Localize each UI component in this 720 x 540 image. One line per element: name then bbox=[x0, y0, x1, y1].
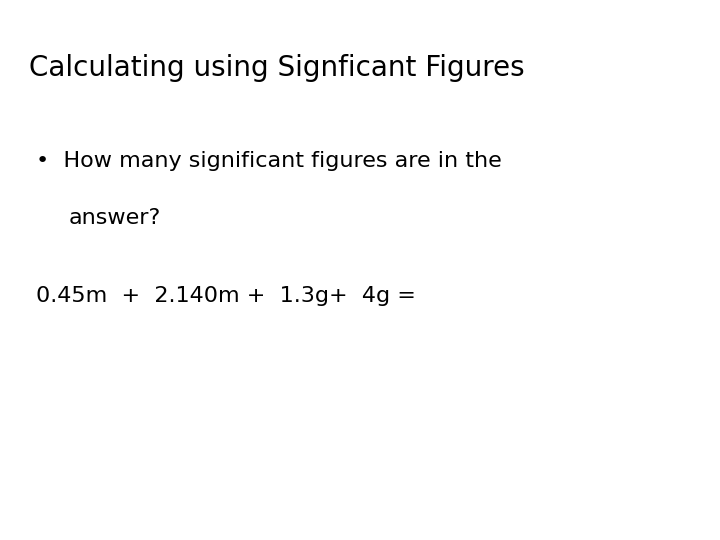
Text: Calculating using Signficant Figures: Calculating using Signficant Figures bbox=[29, 54, 524, 82]
Text: •  How many significant figures are in the: • How many significant figures are in th… bbox=[36, 151, 502, 171]
Text: answer?: answer? bbox=[68, 208, 161, 228]
Text: 0.45m  +  2.140m +  1.3g+  4g =: 0.45m + 2.140m + 1.3g+ 4g = bbox=[36, 286, 416, 306]
